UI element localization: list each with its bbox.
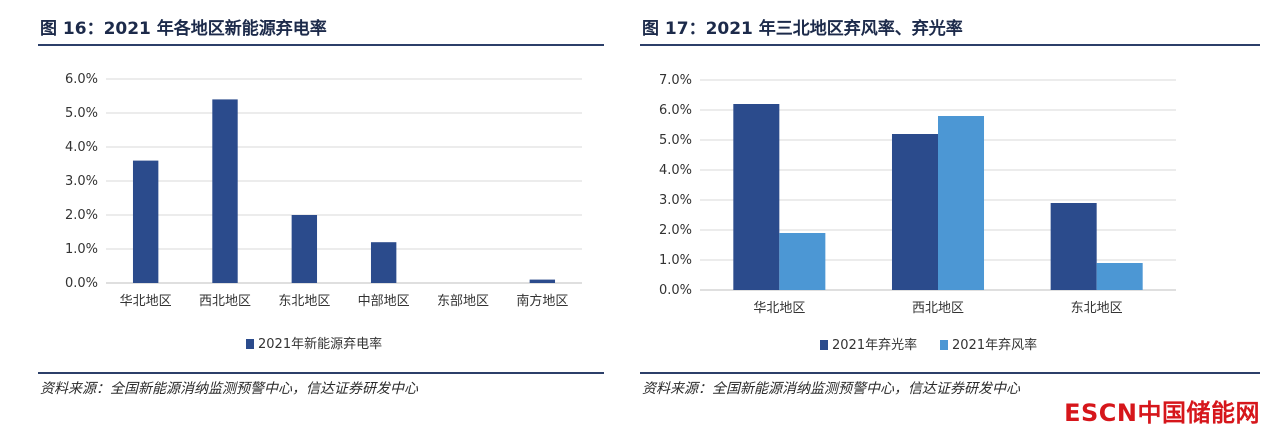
y-tick-label: 2.0% [659,223,692,238]
chart-title: 图 16：2021 年各地区新能源弃电率 [40,19,327,39]
divider [38,44,604,46]
x-tick-label: 中部地区 [358,294,410,309]
divider [38,372,604,374]
y-tick-label: 0.0% [659,283,692,298]
chart-17: 0.0% 1.0% 2.0% 3.0% 4.0% 5.0% 6.0% 7.0% 华北地区 西北地区… [659,73,1176,353]
y-tick-label: 3.0% [65,174,98,189]
y-tick-label: 5.0% [659,133,692,148]
y-tick-label: 2.0% [65,208,98,223]
legend-label: 2021年弃光率 [832,337,917,353]
bar [779,233,826,290]
bar [891,134,938,290]
x-tick-label: 东北地区 [1071,301,1123,316]
x-tick-label: 南方地区 [516,293,568,309]
x-tick-label: 东部地区 [437,294,489,309]
y-tick-label: 7.0% [659,73,692,88]
y-tick-label: 5.0% [65,106,98,121]
y-tick-label: 1.0% [65,242,98,257]
x-tick-label: 华北地区 [753,301,805,316]
x-tick-label: 华北地区 [120,294,172,309]
legend-label: 2021年新能源弃电率 [258,336,382,352]
chart-16: 0.0% 1.0% 2.0% 3.0% 4.0% 5.0% 6.0% 华北地区 西北地区 东北地区… [65,72,582,352]
source-note: 资料来源：全国新能源消纳监测预警中心，信达证券研发中心 [642,381,1020,397]
bar [1050,203,1097,290]
legend-swatch [820,340,828,350]
bar [1096,263,1143,290]
x-tick-label: 西北地区 [199,294,251,309]
bar [291,215,318,283]
bar [132,160,159,283]
watermark-logo: ESCN中国储能网 [1064,399,1260,427]
x-tick-label: 西北地区 [912,301,964,316]
chart-title: 图 17：2021 年三北地区弃风率、弃光率 [642,19,963,39]
right-panel: 图 17：2021 年三北地区弃风率、弃光率 0.0% 1.0% 2.0% 3.0% 4… [630,0,1274,440]
y-tick-label: 6.0% [65,72,98,87]
bar [370,242,397,283]
bar [938,116,985,290]
left-panel: 图 16：2021 年各地区新能源弃电率 0.0% 1.0% 2.0% 3.0% 4.0… [0,0,620,440]
y-tick-label: 3.0% [659,193,692,208]
legend-swatch [940,340,948,350]
source-note: 资料来源：全国新能源消纳监测预警中心，信达证券研发中心 [40,381,418,397]
y-tick-label: 0.0% [65,276,98,291]
x-tick-label: 东北地区 [278,294,330,309]
legend-swatch [246,339,254,349]
divider [640,44,1260,46]
y-tick-label: 6.0% [659,103,692,118]
legend-label: 2021年弃风率 [952,337,1037,353]
bar [529,279,556,283]
y-tick-label: 4.0% [65,140,98,155]
y-tick-label: 1.0% [659,253,692,268]
y-tick-label: 4.0% [659,163,692,178]
bar [212,99,238,284]
bar [733,104,780,290]
divider [640,372,1260,374]
